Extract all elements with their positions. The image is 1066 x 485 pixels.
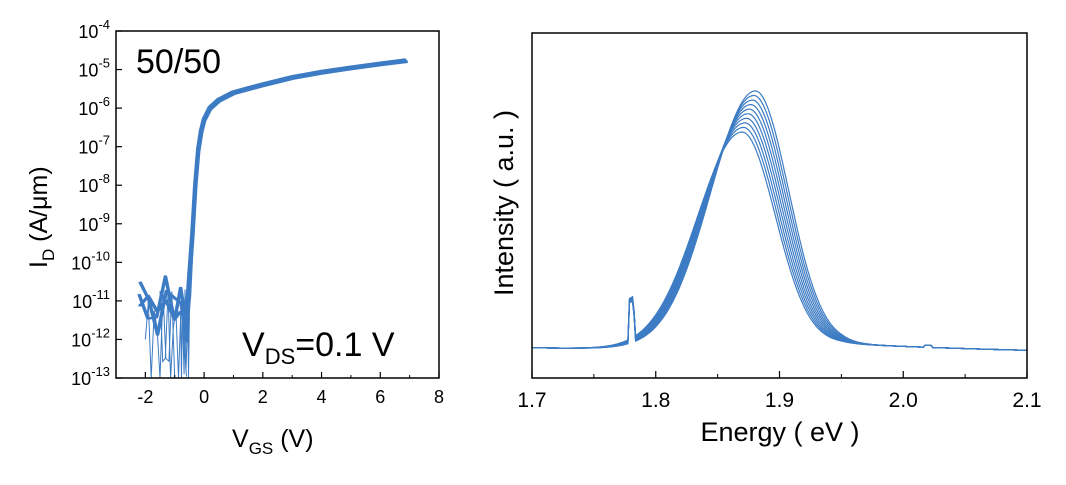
transfer-y-axis-label-rest: (A/μm) bbox=[25, 166, 53, 248]
bias-annotation-sub: DS bbox=[265, 344, 296, 369]
transfer-curve bbox=[137, 58, 406, 321]
pl-y-axis-label: Intensity ( a.u. ) bbox=[489, 110, 519, 296]
transfer-x-ticks: -2 0 2 4 6 8 bbox=[115, 372, 444, 407]
transfer-x-tick-label: 2 bbox=[258, 387, 268, 407]
composition-annotation: 50/50 bbox=[136, 43, 221, 81]
transfer-curves bbox=[137, 58, 408, 379]
pl-spectrum-curve bbox=[532, 103, 1028, 351]
transfer-y-tick-label: 10-7 bbox=[78, 133, 110, 158]
pl-x-tick-label: 1.7 bbox=[517, 389, 546, 412]
pl-x-tick-label: 2.0 bbox=[889, 389, 918, 412]
transfer-chart: -2 0 2 4 6 8 10-13 10-12 10-11 10-10 10-9 10-8 10-7… bbox=[25, 17, 444, 458]
transfer-x-tick-label: 4 bbox=[317, 387, 327, 407]
transfer-x-axis-label-rest: (V) bbox=[273, 425, 313, 453]
transfer-curve bbox=[138, 59, 408, 321]
transfer-y-tick-label: 10-9 bbox=[78, 210, 110, 235]
transfer-curve bbox=[137, 58, 407, 326]
transfer-curve bbox=[139, 60, 408, 326]
transfer-y-tick-label: 10-12 bbox=[71, 325, 110, 350]
transfer-y-tick-label: 10-6 bbox=[78, 94, 110, 119]
bias-annotation: VDS=0.1 V bbox=[242, 326, 395, 369]
transfer-x-axis-label-main: V bbox=[232, 425, 249, 453]
pl-spectrum-curve bbox=[532, 90, 1028, 351]
pl-x-ticks: 1.7 1.8 1.9 2.0 2.1 bbox=[517, 371, 1042, 412]
pl-x-tick-label: 2.1 bbox=[1012, 389, 1041, 412]
transfer-x-tick-label: 6 bbox=[375, 387, 385, 407]
transfer-y-tick-label: 10-10 bbox=[71, 248, 110, 273]
transfer-y-axis-label-sub: D bbox=[39, 249, 58, 261]
pl-spectrum-curves bbox=[532, 90, 1028, 351]
transfer-y-tick-label: 10-5 bbox=[78, 56, 110, 81]
transfer-plot-frame bbox=[115, 30, 440, 379]
pl-x-tick-label: 1.8 bbox=[641, 389, 670, 412]
transfer-x-tick-label: 0 bbox=[199, 387, 209, 407]
transfer-y-tick-label: 10-8 bbox=[78, 171, 110, 196]
pl-x-axis-label: Energy ( eV ) bbox=[700, 417, 859, 447]
pl-x-tick-label: 1.9 bbox=[765, 389, 794, 412]
transfer-y-axis-label-main: I bbox=[25, 261, 53, 268]
transfer-y-tick-label: 10-4 bbox=[78, 17, 110, 42]
transfer-y-ticks: 10-13 10-12 10-11 10-10 10-9 10-8 10-7 10-6 10-5… bbox=[71, 17, 122, 389]
pl-spectrum-chart: 1.7 1.8 1.9 2.0 2.1 Energy ( eV ) Intensity … bbox=[489, 32, 1042, 447]
transfer-noise-trace bbox=[180, 289, 190, 379]
pl-spectrum-curve bbox=[532, 131, 1028, 351]
transfer-y-tick-label: 10-13 bbox=[71, 364, 110, 389]
bias-annotation-main: V bbox=[242, 326, 265, 364]
transfer-x-axis-label-sub: GS bbox=[249, 439, 274, 458]
transfer-x-tick-label: 8 bbox=[434, 387, 444, 407]
transfer-x-tick-label: -2 bbox=[137, 387, 153, 407]
transfer-y-tick-label: 10-11 bbox=[72, 287, 110, 312]
transfer-x-axis-label: VGS (V) bbox=[232, 425, 314, 458]
bias-annotation-rest: =0.1 V bbox=[295, 326, 395, 364]
pl-spectrum-curve bbox=[532, 117, 1028, 351]
transfer-y-axis-label: ID (A/μm) bbox=[25, 166, 58, 268]
transfer-curve bbox=[139, 60, 408, 343]
